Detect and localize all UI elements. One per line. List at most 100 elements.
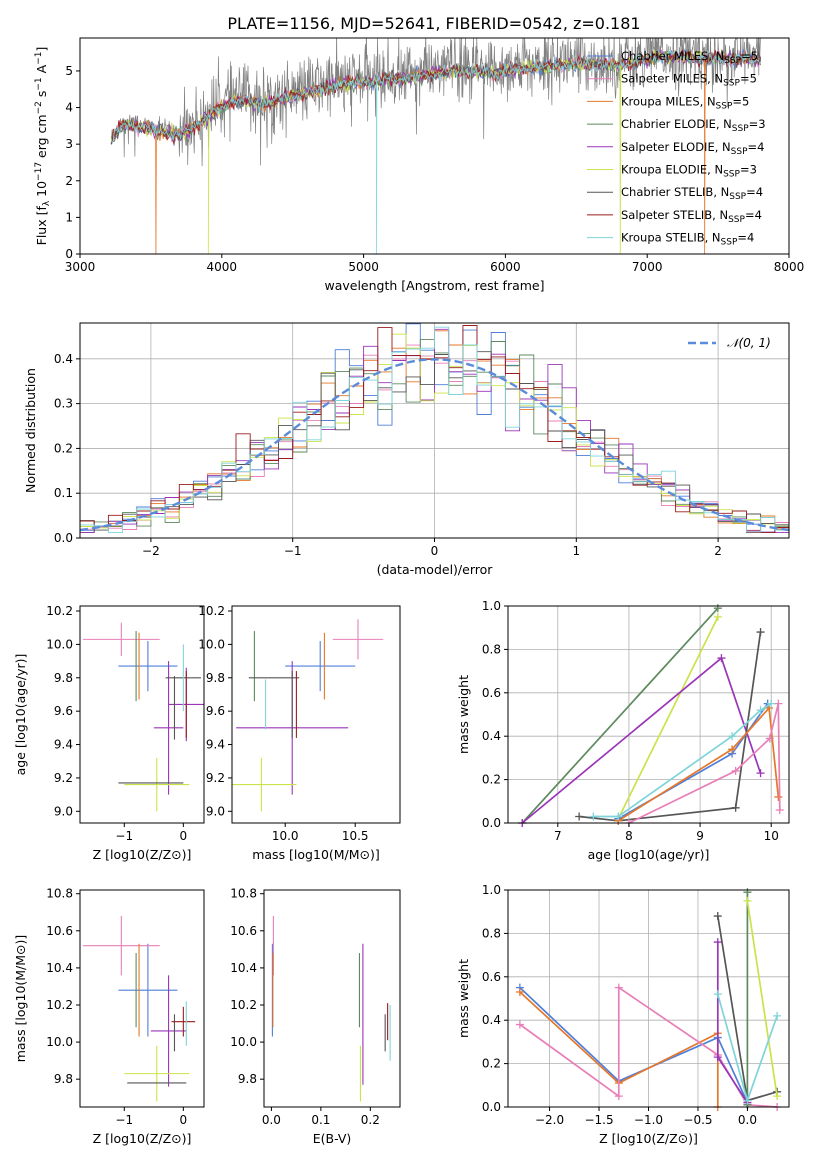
y-tick-label: 0.4	[482, 729, 501, 743]
x-tick-label: 4000	[207, 260, 238, 274]
y-tick-label: 9.6	[206, 704, 225, 718]
legend-entry: Chabrier MILES, NSSP​=5	[621, 49, 758, 66]
y-tick-label: 10.2	[198, 604, 225, 618]
weight-marker	[773, 1011, 782, 1020]
weight-marker	[731, 803, 740, 812]
weight-marker	[713, 990, 722, 999]
errorbar-point	[124, 757, 190, 812]
age_vs_Z-frame	[79, 605, 205, 824]
y-tick-label: 0.1	[54, 486, 73, 500]
y-tick-label: 0	[65, 247, 73, 261]
weight-marker	[756, 628, 765, 637]
mass_weight_vs_Z-plot-area	[515, 888, 782, 1111]
weight-marker	[614, 983, 623, 992]
spectrum-legend: Chabrier MILES, NSSP​=5 Salpeter MILES, N…	[587, 49, 766, 248]
y-tick-label: 0.8	[482, 926, 501, 940]
x-tick-label: 2	[714, 544, 722, 558]
weight-marker	[717, 654, 726, 663]
errorbar-point	[232, 757, 297, 812]
weight-marker	[731, 766, 740, 775]
x-tick-label: 8	[625, 829, 633, 843]
errorbar-point	[118, 943, 178, 1037]
spectrum-frame	[79, 37, 790, 255]
weight-line-krou_miles	[617, 706, 780, 822]
x-tick-label: −1	[284, 544, 302, 558]
y-tick-label: 9.0	[54, 804, 73, 818]
weight-marker	[743, 1096, 752, 1105]
x-tick-label: 7000	[632, 260, 663, 274]
errorbar-point	[153, 661, 184, 795]
weight-line-chab_miles	[519, 986, 749, 1104]
mass_vs_Z-xlabel: Z [log10(Z/Z⊙)]	[93, 1131, 192, 1146]
legend-entry: Chabrier ELODIE, NSSP​=3	[621, 117, 766, 134]
weight-line-chab_stelib	[579, 631, 762, 822]
y-tick-label: 9.0	[206, 804, 225, 818]
y-tick-label: 10.8	[230, 887, 257, 901]
mass_vs_ebv-chart: 0.0 0.1 0.2 9.8 10.0 10.2 10.4 10.6 10.8 E(B-V)	[230, 887, 401, 1146]
weight-marker	[515, 987, 524, 996]
y-tick-label: 9.2	[54, 771, 73, 785]
residual-hist-plot-area	[80, 323, 789, 534]
mass_weight_vs_age-ylabel: mass weight	[456, 675, 471, 754]
x-tick-label: 0	[431, 544, 439, 558]
x-tick-label: −1	[115, 829, 133, 843]
residual_hist-xlabel: (data-model)/error	[377, 562, 494, 577]
y-tick-label: 9.8	[206, 671, 225, 685]
age_vs_mass-frame	[231, 605, 401, 824]
y-tick-label: 4	[65, 101, 73, 115]
x-tick-label: −1.0	[634, 1113, 663, 1127]
x-tick-label: 8000	[774, 260, 805, 274]
y-tick-label: 0.4	[54, 352, 73, 366]
weight-marker	[713, 912, 722, 921]
age_vs_Z-ylabel: age [log10(age/yr)]	[13, 654, 28, 776]
weight-line-chab_elodie	[521, 607, 719, 824]
errorbar-point	[285, 641, 356, 692]
x-tick-label: 10.5	[342, 829, 369, 843]
x-tick-label: 0.1	[311, 1113, 330, 1127]
weight-line-salp_miles	[519, 985, 778, 1108]
age_vs_Z-chart: −1 0 9.0 9.2 9.4 9.6 9.8 10.0 10.2 Z [log10(Z/Z⊙)…	[13, 604, 205, 862]
mass_vs_ebv-frame	[263, 889, 401, 1108]
spectrum-model-krou_stelib	[110, 49, 761, 254]
weight-marker	[756, 706, 765, 715]
age_vs_Z-plot-area	[82, 622, 204, 812]
y-tick-label: 0.3	[54, 397, 73, 411]
weight-marker	[575, 812, 584, 821]
residual_hist-ylabel: Normed distribution	[23, 368, 38, 493]
weight-marker	[756, 769, 765, 778]
y-tick-label: 0.0	[482, 1100, 501, 1114]
x-tick-label: −2.0	[535, 1113, 564, 1127]
age_vs_mass-plot-area	[232, 619, 384, 812]
weight-marker	[728, 732, 737, 741]
mass_weight_vs_Z-xlabel: Z [log10(Z/Z⊙)]	[599, 1131, 698, 1146]
y-tick-label: 10.8	[46, 887, 73, 901]
x-tick-label: 5000	[348, 260, 379, 274]
weight-marker	[713, 938, 722, 947]
legend-entry: Salpeter STELIB, NSSP​=4	[621, 208, 762, 225]
y-tick-label: 9.4	[54, 738, 73, 752]
weight-marker	[774, 792, 783, 801]
errorbar-point	[82, 622, 160, 657]
spectrum-chart: 3000 4000 5000 6000 7000 8000 0 1 2 3 4 5 wavelength…	[34, 37, 805, 293]
mass_vs_ebv-plot-area	[271, 915, 391, 1102]
y-tick-label: 9.8	[54, 671, 73, 685]
mass_vs_ebv-xlabel: E(B-V)	[313, 1131, 352, 1146]
x-tick-label: 0.2	[361, 1113, 380, 1127]
weight-marker	[614, 812, 623, 821]
weight-marker	[765, 734, 774, 743]
x-tick-label: 0.0	[262, 1113, 281, 1127]
y-tick-label: 5	[65, 64, 73, 78]
y-tick-label: 0.8	[482, 642, 501, 656]
x-tick-label: 7	[554, 829, 562, 843]
y-tick-label: 10.0	[198, 637, 225, 651]
weight-marker	[743, 896, 752, 905]
y-tick-label: 10.0	[230, 1035, 257, 1049]
x-tick-label: 1	[572, 544, 580, 558]
y-tick-label: 0.6	[482, 970, 501, 984]
x-tick-label: −2	[142, 544, 160, 558]
residual-hist-chart: −2 −1 0 1 2 0.0 0.1 0.2 0.3 0.4 (data-model)/error…	[23, 322, 790, 577]
weight-marker	[713, 1053, 722, 1062]
mass_vs_Z-frame	[79, 889, 205, 1108]
y-tick-label: 2	[65, 174, 73, 188]
age_vs_mass-xlabel: mass [log10(M/M⊙)]	[252, 847, 380, 862]
